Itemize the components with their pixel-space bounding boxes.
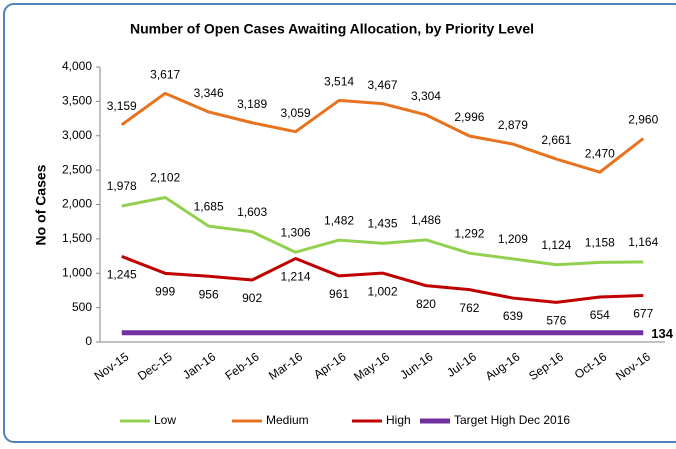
- data-label: 639: [503, 309, 523, 323]
- data-label: 1,978: [107, 179, 137, 193]
- data-label: 2,470: [585, 146, 615, 160]
- data-label: 654: [590, 308, 610, 322]
- series-line: [120, 91, 645, 174]
- data-label: 1,245: [107, 268, 137, 282]
- data-label: 1,164: [628, 235, 658, 249]
- data-label: 1,124: [541, 238, 571, 252]
- data-label: 3,346: [194, 86, 224, 100]
- data-label: 1,214: [281, 270, 311, 284]
- data-label: 3,467: [367, 78, 397, 92]
- data-label: 999: [155, 284, 175, 298]
- data-label: 3,059: [281, 106, 311, 120]
- y-tick-label: 3,500: [62, 94, 92, 108]
- y-tick-label: 1,000: [62, 265, 92, 279]
- data-label: 1,486: [411, 213, 441, 227]
- series-line: [121, 195, 644, 267]
- series-line: [121, 255, 644, 304]
- data-label: 1,435: [367, 217, 397, 231]
- data-label: 1,603: [237, 205, 267, 219]
- data-label: 2,960: [628, 113, 658, 127]
- data-label: 1,482: [324, 213, 354, 227]
- data-label: 762: [459, 301, 479, 315]
- data-label: 1,209: [498, 232, 528, 246]
- data-label: 1,158: [585, 236, 615, 250]
- data-label: 3,159: [107, 99, 137, 113]
- data-label: 1,002: [367, 284, 397, 298]
- y-tick-label: 1,500: [62, 231, 92, 245]
- data-label: 3,189: [237, 97, 267, 111]
- legend-label: Target High Dec 2016: [454, 413, 570, 427]
- data-label: 134: [651, 326, 673, 341]
- data-label: 2,879: [498, 118, 528, 132]
- y-tick-label: 2,000: [62, 197, 92, 211]
- chart-title: Number of Open Cases Awaiting Allocation…: [130, 21, 534, 37]
- legend-label: Medium: [266, 413, 309, 427]
- data-label: 956: [199, 287, 219, 301]
- y-tick-label: 3,000: [62, 128, 92, 142]
- data-label: 1,685: [194, 199, 224, 213]
- y-axis-title: No of Cases: [33, 164, 49, 245]
- data-label: 2,661: [541, 133, 571, 147]
- data-label: 820: [416, 297, 436, 311]
- y-tick-label: 4,000: [62, 59, 92, 73]
- data-label: 961: [329, 287, 349, 301]
- legend-label: High: [386, 413, 411, 427]
- y-tick-label: 0: [85, 334, 92, 348]
- legend-label: Low: [154, 413, 176, 427]
- data-label: 3,617: [150, 68, 180, 82]
- data-label: 3,304: [411, 89, 441, 103]
- data-label: 902: [242, 291, 262, 305]
- data-label: 677: [633, 307, 653, 321]
- data-label: 3,514: [324, 75, 354, 89]
- y-tick-label: 2,500: [62, 162, 92, 176]
- data-label: 1,292: [454, 226, 484, 240]
- y-tick-label: 500: [72, 300, 92, 314]
- data-label: 2,996: [454, 110, 484, 124]
- data-label: 2,102: [150, 171, 180, 185]
- data-label: 576: [546, 314, 566, 328]
- data-label: 1,306: [281, 225, 311, 239]
